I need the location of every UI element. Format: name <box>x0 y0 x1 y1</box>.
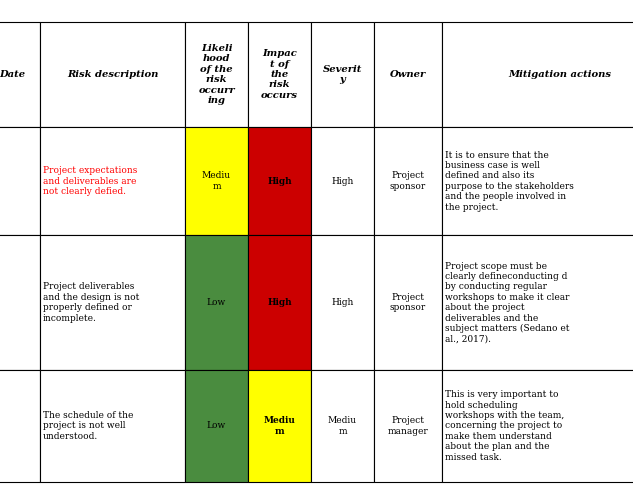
Text: Project scope must be
clearly defineconducting d
by conducting regular
workshops: Project scope must be clearly definecond… <box>445 262 570 343</box>
Bar <box>374 235 442 370</box>
Text: Mediu
m: Mediu m <box>263 416 296 435</box>
Bar <box>442 127 633 235</box>
Text: Owner: Owner <box>390 70 426 79</box>
Bar <box>0 127 40 235</box>
Text: High: High <box>331 176 354 185</box>
Bar <box>185 235 248 370</box>
Text: Date: Date <box>0 70 25 79</box>
Text: Risk description: Risk description <box>67 70 158 79</box>
Bar <box>40 370 185 482</box>
Text: High: High <box>267 176 292 185</box>
Text: Project
sponsor: Project sponsor <box>390 171 426 191</box>
Bar <box>248 235 311 370</box>
Bar <box>40 235 185 370</box>
Text: This is very important to
hold scheduling
workshops with the team,
concerning th: This is very important to hold schedulin… <box>445 390 564 462</box>
Bar <box>248 22 311 127</box>
Bar <box>40 127 185 235</box>
Bar <box>311 235 374 370</box>
Bar <box>442 235 633 370</box>
Bar <box>311 370 374 482</box>
Text: Project
manager: Project manager <box>387 416 429 435</box>
Text: Low: Low <box>207 421 226 430</box>
Text: High: High <box>267 298 292 307</box>
Bar <box>374 127 442 235</box>
Bar <box>185 370 248 482</box>
Bar <box>248 370 311 482</box>
Text: It is to ensure that the
business case is well
defined and also its
purpose to t: It is to ensure that the business case i… <box>445 151 574 212</box>
Text: Mediu
m: Mediu m <box>202 171 231 191</box>
Bar <box>185 127 248 235</box>
Bar <box>40 22 185 127</box>
Bar <box>442 22 633 127</box>
Bar <box>442 370 633 482</box>
Bar <box>311 22 374 127</box>
Bar <box>0 235 40 370</box>
Bar <box>374 22 442 127</box>
Text: Impac
t of
the
risk
occurs: Impac t of the risk occurs <box>261 49 298 100</box>
Bar <box>0 370 40 482</box>
Bar <box>374 370 442 482</box>
Bar <box>248 127 311 235</box>
Text: The schedule of the
project is not well
understood.: The schedule of the project is not well … <box>43 411 134 441</box>
Text: Mediu
m: Mediu m <box>328 416 357 435</box>
Bar <box>311 127 374 235</box>
Text: High: High <box>331 298 354 307</box>
Bar <box>0 22 40 127</box>
Text: Project
sponsor: Project sponsor <box>390 293 426 312</box>
Text: Project expectations
and deliverables are
not clearly defied.: Project expectations and deliverables ar… <box>43 166 137 196</box>
Text: Likeli
hood
of the
risk
occurr
ing: Likeli hood of the risk occurr ing <box>198 44 235 105</box>
Text: Severit
y: Severit y <box>323 65 362 84</box>
Bar <box>185 22 248 127</box>
Text: Low: Low <box>207 298 226 307</box>
Text: Project deliverables
and the design is not
properly defined or
incomplete.: Project deliverables and the design is n… <box>43 282 139 323</box>
Text: Mitigation actions: Mitigation actions <box>508 70 611 79</box>
